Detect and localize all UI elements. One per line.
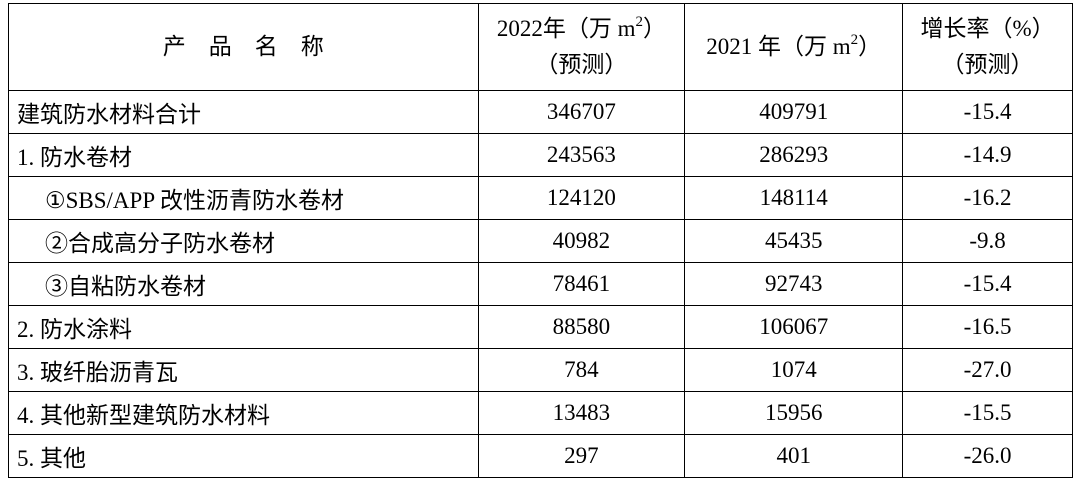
header-text: 产 品 名 称	[162, 34, 324, 59]
header-text: （预测）	[535, 52, 628, 77]
product-name: 3. 玻纤胎沥青瓦	[8, 348, 479, 392]
value-cell: 78461	[477, 262, 686, 306]
header-text: （预测）	[941, 52, 1034, 77]
value-cell: -26.0	[902, 434, 1073, 478]
product-name: 2. 防水涂料	[8, 305, 479, 349]
value-cell: 88580	[477, 305, 686, 349]
value-cell: 1074	[684, 348, 904, 392]
value-cell: 45435	[684, 219, 904, 263]
header-text: 2022年（万 m	[496, 16, 636, 41]
value-cell: -15.4	[902, 90, 1073, 134]
data-table: 产 品 名 称 2022年（万 m2） （预测） 2021 年（万 m2） 增长率…	[8, 3, 1073, 478]
header-cell: 产 品 名 称	[8, 3, 479, 91]
product-name: 建筑防水材料合计	[8, 90, 479, 134]
header-row: 产 品 名 称 2022年（万 m2） （预测） 2021 年（万 m2） 增长率…	[8, 3, 1073, 91]
value-cell: -16.2	[902, 176, 1073, 220]
value-cell: 286293	[684, 133, 904, 177]
value-cell: 13483	[477, 391, 686, 435]
table-row: ③自粘防水卷材 78461 92743 -15.4	[8, 262, 1073, 306]
header-text: 增长率（%）	[920, 16, 1055, 41]
value-cell: 124120	[477, 176, 686, 220]
header-text: ）	[858, 34, 882, 59]
value-cell: 106067	[684, 305, 904, 349]
header-cell: 2022年（万 m2） （预测）	[477, 3, 686, 91]
value-cell: 401	[684, 434, 904, 478]
header-text: ）	[643, 16, 666, 41]
value-cell: 784	[477, 348, 686, 392]
table-row: 2. 防水涂料 88580 106067 -16.5	[8, 305, 1073, 349]
product-name: ③自粘防水卷材	[8, 262, 479, 306]
product-name: ①SBS/APP 改性沥青防水卷材	[8, 176, 479, 220]
table-row: 3. 玻纤胎沥青瓦 784 1074 -27.0	[8, 348, 1073, 392]
value-cell: 92743	[684, 262, 904, 306]
table-row: 1. 防水卷材 243563 286293 -14.9	[8, 133, 1073, 177]
value-cell: -15.5	[902, 391, 1073, 435]
value-cell: 40982	[477, 219, 686, 263]
product-name: 4. 其他新型建筑防水材料	[8, 391, 479, 435]
table-row: ①SBS/APP 改性沥青防水卷材 124120 148114 -16.2	[8, 176, 1073, 220]
value-cell: 15956	[684, 391, 904, 435]
value-cell: -27.0	[902, 348, 1073, 392]
value-cell: 243563	[477, 133, 686, 177]
table-body: 建筑防水材料合计 346707 409791 -15.4 1. 防水卷材 243563 28…	[8, 90, 1073, 478]
header-cell: 增长率（%） （预测）	[902, 3, 1073, 91]
table-row: 4. 其他新型建筑防水材料 13483 15956 -15.5	[8, 391, 1073, 435]
table-row: 5. 其他 297 401 -26.0	[8, 434, 1073, 478]
superscript: 2	[635, 14, 644, 30]
product-name: 1. 防水卷材	[8, 133, 479, 177]
value-cell: 297	[477, 434, 686, 478]
product-name: ②合成高分子防水卷材	[8, 219, 479, 263]
value-cell: 346707	[477, 90, 686, 134]
value-cell: -14.9	[902, 133, 1073, 177]
value-cell: 148114	[684, 176, 904, 220]
value-cell: -9.8	[902, 219, 1073, 263]
header-text: 2021 年（万 m	[706, 34, 851, 59]
product-name: 5. 其他	[8, 434, 479, 478]
value-cell: -16.5	[902, 305, 1073, 349]
superscript: 2	[850, 32, 859, 48]
value-cell: -15.4	[902, 262, 1073, 306]
value-cell: 409791	[684, 90, 904, 134]
table-row: 建筑防水材料合计 346707 409791 -15.4	[8, 90, 1073, 134]
header-cell: 2021 年（万 m2）	[684, 3, 904, 91]
table-row: ②合成高分子防水卷材 40982 45435 -9.8	[8, 219, 1073, 263]
